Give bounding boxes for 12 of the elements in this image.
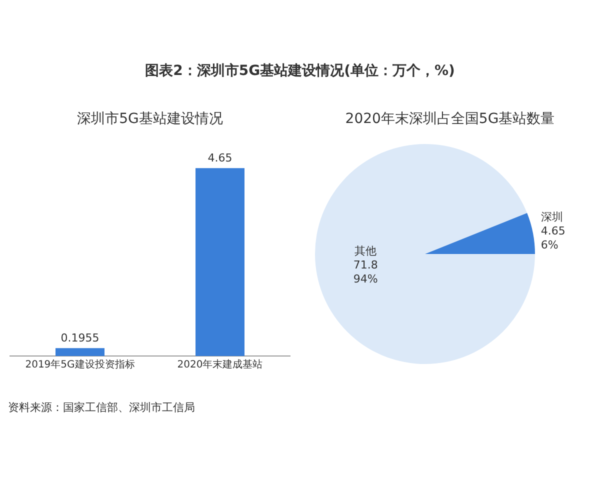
data-label: 0.1955 bbox=[60, 331, 100, 344]
slice-label: 其他 bbox=[354, 244, 377, 258]
data-label: 71.8 94% bbox=[353, 258, 378, 286]
chart-title: 2020年末深圳占全国5G基站数量 bbox=[344, 110, 556, 129]
chart-title: 图表2：深圳市5G基站建设情况(单位：万个，%) bbox=[144, 62, 456, 80]
x-tick-label: 2019年5G建设投资指标 bbox=[25, 358, 135, 371]
slice-label: 深圳 bbox=[540, 210, 563, 224]
text: 资料来源：国家工信部、深圳市工信局 bbox=[8, 400, 195, 415]
x-tick-label: 2020年末建成基站 bbox=[177, 358, 263, 371]
data-label: 4.65 6% bbox=[540, 224, 566, 252]
chart-subtitle: 深圳市5G基站建设情况 bbox=[76, 110, 224, 129]
data-label: 4.65 bbox=[208, 152, 232, 164]
